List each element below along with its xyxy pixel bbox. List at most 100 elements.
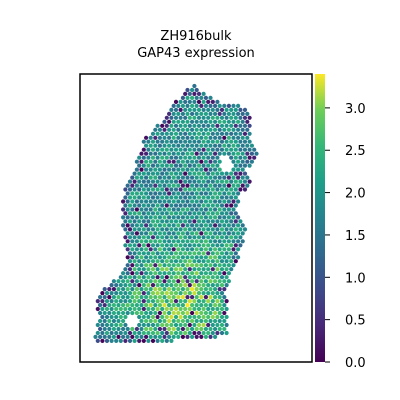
expression-spot: [134, 199, 139, 204]
expression-spot: [183, 227, 188, 232]
expression-spot: [180, 239, 185, 244]
expression-spot: [146, 267, 151, 272]
expression-spot: [162, 135, 167, 140]
expression-spot: [199, 263, 204, 268]
expression-spot: [180, 199, 185, 204]
expression-spot: [208, 303, 213, 308]
expression-spot: [208, 167, 213, 172]
expression-spot: [192, 131, 197, 136]
expression-spot: [190, 239, 195, 244]
expression-spot: [127, 243, 133, 248]
expression-spot: [173, 227, 179, 232]
expression-spot: [178, 259, 183, 264]
expression-spot: [134, 295, 139, 300]
expression-spot: [121, 310, 126, 316]
expression-spot: [169, 155, 174, 160]
expression-spot: [178, 283, 183, 288]
expression-spot: [118, 314, 123, 320]
expression-spot: [146, 306, 151, 312]
expression-spot: [199, 279, 204, 284]
expression-spot: [206, 147, 211, 152]
expression-spot: [171, 287, 176, 292]
expression-spot: [171, 326, 176, 332]
expression-spot: [203, 287, 208, 292]
expression-spot: [146, 251, 151, 256]
expression-spot: [210, 275, 215, 280]
expression-spot: [169, 338, 174, 343]
expression-spot: [167, 183, 172, 188]
expression-spot: [178, 219, 183, 224]
expression-spot: [210, 179, 215, 184]
expression-spot: [160, 243, 165, 248]
expression-spot: [215, 259, 220, 264]
expression-spot: [171, 310, 176, 316]
expression-spot: [203, 119, 208, 124]
expression-spot: [160, 147, 165, 152]
expression-spot: [240, 231, 245, 236]
expression-spot: [224, 131, 229, 136]
expression-spot: [160, 187, 165, 192]
expression-spot: [194, 263, 199, 268]
expression-spot: [208, 103, 213, 108]
expression-spot: [201, 314, 206, 320]
expression-spot: [148, 207, 153, 212]
expression-spot: [169, 243, 174, 248]
expression-spot: [146, 314, 151, 320]
expression-spot: [222, 295, 227, 300]
expression-spot: [130, 295, 135, 300]
expression-spot: [164, 115, 169, 120]
expression-spot: [222, 183, 227, 188]
expression-spot: [123, 195, 128, 200]
expression-spot: [210, 330, 215, 336]
expression-spot: [153, 159, 158, 164]
expression-spot: [150, 299, 156, 304]
expression-spot: [162, 279, 167, 284]
expression-spot: [141, 171, 146, 176]
expression-spot: [201, 155, 206, 160]
expression-spot: [247, 139, 252, 144]
expression-spot: [240, 167, 245, 172]
expression-spot: [187, 171, 192, 176]
expression-spot: [137, 171, 142, 176]
expression-spot: [144, 175, 149, 180]
expression-spot: [252, 147, 257, 152]
expression-spot: [134, 334, 139, 339]
expression-spot: [245, 183, 250, 188]
expression-spot: [100, 322, 105, 328]
expression-spot: [160, 251, 165, 256]
expression-spot: [206, 267, 211, 272]
expression-spot: [114, 283, 119, 288]
expression-spot: [144, 334, 149, 339]
expression-spot: [125, 303, 130, 308]
expression-spot: [171, 191, 176, 196]
expression-spot: [137, 314, 142, 320]
expression-spot: [180, 135, 185, 140]
expression-spot: [127, 267, 133, 272]
expression-spot: [164, 314, 169, 320]
expression-spot: [178, 267, 183, 272]
expression-spot: [183, 291, 188, 296]
expression-spot: [178, 187, 183, 192]
expression-spot: [178, 123, 183, 128]
expression-spot: [185, 310, 190, 316]
expression-spot: [185, 271, 190, 276]
expression-spot: [167, 175, 172, 180]
expression-spot: [183, 275, 188, 280]
expression-spot: [173, 195, 179, 200]
expression-spot: [137, 243, 142, 248]
expression-spot: [141, 322, 146, 328]
expression-spot: [153, 207, 158, 212]
expression-spot: [203, 191, 208, 196]
expression-spot: [153, 310, 158, 316]
expression-spot: [185, 287, 190, 292]
expression-spot: [171, 247, 176, 252]
expression-spot: [169, 259, 174, 264]
expression-spot: [231, 199, 236, 204]
expression-spot: [203, 271, 208, 276]
expression-spot: [208, 295, 213, 300]
expression-spot: [192, 83, 197, 89]
expression-spot: [164, 139, 169, 144]
expression-spot: [146, 203, 151, 208]
expression-spot: [169, 147, 174, 152]
expression-spot: [146, 219, 151, 224]
